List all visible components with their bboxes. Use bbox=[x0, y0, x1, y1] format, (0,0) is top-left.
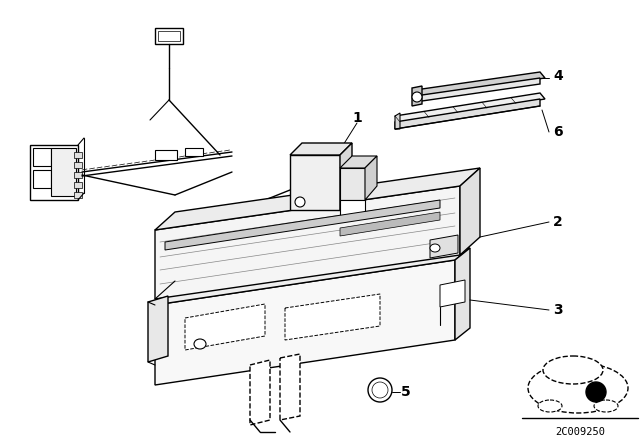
Polygon shape bbox=[440, 280, 465, 307]
Bar bbox=[168, 220, 206, 238]
Bar bbox=[158, 31, 180, 41]
Polygon shape bbox=[290, 155, 340, 210]
Circle shape bbox=[412, 92, 422, 102]
Polygon shape bbox=[155, 248, 470, 305]
Polygon shape bbox=[340, 200, 365, 218]
Polygon shape bbox=[455, 248, 470, 340]
Circle shape bbox=[35, 175, 49, 189]
Polygon shape bbox=[51, 148, 76, 196]
Bar bbox=[171, 223, 203, 235]
Ellipse shape bbox=[543, 356, 603, 384]
Polygon shape bbox=[412, 86, 422, 106]
Circle shape bbox=[295, 197, 305, 207]
Polygon shape bbox=[365, 156, 377, 200]
Circle shape bbox=[372, 382, 388, 398]
Text: 6: 6 bbox=[553, 125, 563, 139]
Bar bbox=[155, 150, 177, 160]
Polygon shape bbox=[148, 296, 168, 362]
Polygon shape bbox=[340, 168, 365, 200]
Ellipse shape bbox=[430, 244, 440, 252]
Polygon shape bbox=[155, 168, 480, 230]
Ellipse shape bbox=[528, 363, 628, 413]
Text: 2: 2 bbox=[553, 215, 563, 229]
Polygon shape bbox=[430, 235, 458, 258]
Polygon shape bbox=[415, 78, 540, 102]
Polygon shape bbox=[165, 200, 440, 250]
Polygon shape bbox=[155, 186, 460, 299]
Text: 4: 4 bbox=[553, 69, 563, 83]
Polygon shape bbox=[30, 145, 78, 200]
Bar bbox=[185, 148, 203, 156]
Bar bbox=[33, 170, 51, 188]
Bar bbox=[74, 192, 82, 198]
Polygon shape bbox=[395, 99, 540, 129]
Circle shape bbox=[586, 382, 606, 402]
Polygon shape bbox=[185, 304, 265, 350]
Bar bbox=[33, 148, 51, 166]
Ellipse shape bbox=[194, 339, 206, 349]
Polygon shape bbox=[290, 143, 352, 155]
Bar bbox=[74, 182, 82, 188]
Text: 3: 3 bbox=[553, 303, 563, 317]
Polygon shape bbox=[340, 143, 352, 210]
Polygon shape bbox=[340, 156, 377, 168]
Text: 1: 1 bbox=[352, 111, 362, 125]
Polygon shape bbox=[285, 294, 380, 340]
Polygon shape bbox=[155, 260, 455, 385]
Bar bbox=[74, 172, 82, 178]
Ellipse shape bbox=[594, 400, 618, 412]
Polygon shape bbox=[395, 113, 400, 129]
Polygon shape bbox=[395, 93, 545, 122]
Circle shape bbox=[368, 378, 392, 402]
Polygon shape bbox=[340, 212, 440, 236]
Polygon shape bbox=[460, 168, 480, 255]
Polygon shape bbox=[250, 360, 270, 425]
Bar bbox=[74, 152, 82, 158]
Bar bbox=[155, 28, 183, 44]
Text: 5: 5 bbox=[401, 385, 411, 399]
Polygon shape bbox=[415, 72, 545, 96]
Text: 2C009250: 2C009250 bbox=[555, 427, 605, 437]
Polygon shape bbox=[280, 354, 300, 420]
Ellipse shape bbox=[538, 400, 562, 412]
Bar bbox=[74, 162, 82, 168]
